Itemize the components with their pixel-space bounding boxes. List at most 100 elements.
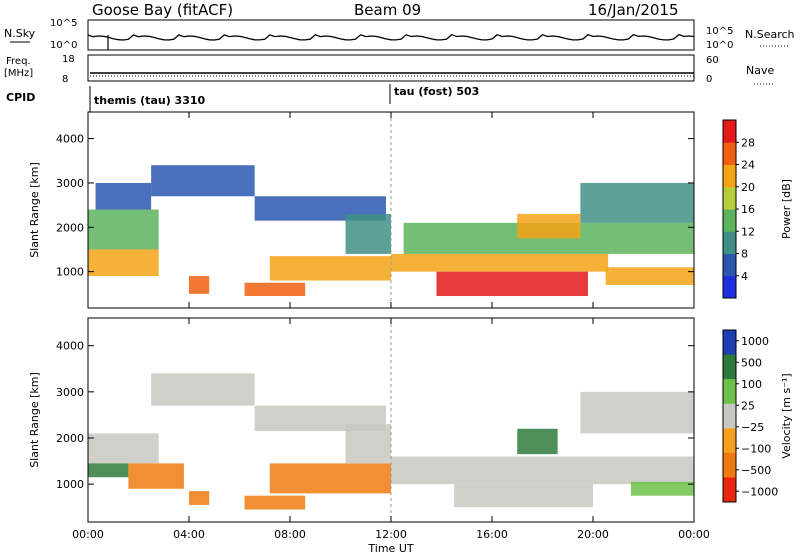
freq-label-line2: [MHz] xyxy=(4,68,33,79)
velocity-colorbar-seg-6 xyxy=(723,477,736,503)
nsky-trace xyxy=(87,33,695,41)
velocity-cbtick-label-3: 25 xyxy=(741,399,755,412)
power-cbtick-label-6: 28 xyxy=(741,136,755,149)
power-region-13 xyxy=(580,182,694,223)
velocity-region-7 xyxy=(269,463,391,494)
power-colorbar-seg-3 xyxy=(723,209,736,232)
power-region-5 xyxy=(244,282,306,297)
x-tick-label-3: 12:00 xyxy=(375,528,407,541)
velocity-colorbar-seg-2 xyxy=(723,379,736,405)
power-colorbar-seg-5 xyxy=(723,164,736,188)
cpid-label: CPID xyxy=(6,91,35,104)
velocity-region-12 xyxy=(580,391,694,434)
power-cbtick-label-1: 8 xyxy=(741,248,748,261)
freq-tick-bottom: 8 xyxy=(62,74,68,85)
velocity-region-10 xyxy=(454,484,593,508)
velocity-cbtick-label-4: −25 xyxy=(741,421,764,434)
power-region-0 xyxy=(88,249,159,277)
x-tick-label-1: 04:00 xyxy=(173,528,205,541)
power-region-9 xyxy=(391,253,609,272)
power-colorbar-seg-6 xyxy=(723,142,736,165)
velocity-ytick-label-2: 3000 xyxy=(56,386,84,399)
power-ytick-label-1: 2000 xyxy=(56,221,84,234)
velocity-ytick-label-1: 2000 xyxy=(56,432,84,445)
velocity-colorbar-seg-5 xyxy=(723,452,736,478)
freq-panel xyxy=(87,54,695,82)
beam-title: Beam 09 xyxy=(354,1,421,19)
power-region-10 xyxy=(436,271,588,297)
nsearch-tick-top: 10^5 xyxy=(706,26,733,37)
power-colorbar-seg-0 xyxy=(723,275,736,299)
nsearch-tick-bottom: 10^0 xyxy=(706,40,733,51)
power-colorbar-label: Power [dB] xyxy=(780,179,793,239)
x-tick-label-4: 16:00 xyxy=(476,528,508,541)
velocity-region-11 xyxy=(517,428,558,455)
freq-label-line1: Freq. xyxy=(6,56,31,67)
velocity-ytick-label-3: 4000 xyxy=(56,340,84,353)
nave-label: Nave xyxy=(746,64,774,77)
velocity-region-5 xyxy=(244,495,306,510)
velocity-region-9 xyxy=(391,456,694,485)
power-region-8 xyxy=(345,213,391,254)
power-cbtick-label-3: 16 xyxy=(741,203,755,216)
power-region-3 xyxy=(151,165,255,197)
x-tick-label-2: 08:00 xyxy=(274,528,306,541)
velocity-colorbar-label: Velocity [m s⁻¹] xyxy=(780,373,793,458)
velocity-region-13 xyxy=(630,481,694,496)
velocity-cbtick-label-6: −500 xyxy=(741,464,771,477)
power-ytick-label-2: 3000 xyxy=(56,177,84,190)
date-title: 16/Jan/2015 xyxy=(588,1,679,19)
power-region-7 xyxy=(269,256,391,281)
freq-tick-top: 18 xyxy=(62,54,75,65)
power-cbtick-label-4: 20 xyxy=(741,181,755,194)
power-colorbar-seg-1 xyxy=(723,253,736,277)
power-cbtick-label-2: 12 xyxy=(741,225,755,238)
nave-tick-bottom: 0 xyxy=(706,74,712,85)
velocity-colorbar xyxy=(722,329,737,503)
velocity-cbtick-label-2: 100 xyxy=(741,378,762,391)
velocity-colorbar-seg-4 xyxy=(723,428,736,454)
velocity-region-2 xyxy=(128,463,184,489)
time-axis: 00:00 04:00 08:00 12:00 16:00 20:00 00:00 xyxy=(72,528,710,541)
velocity-region-4 xyxy=(189,491,210,505)
velocity-colorbar-seg-0 xyxy=(723,330,736,356)
power-region-12 xyxy=(517,213,581,239)
velocity-cbtick-label-5: −100 xyxy=(741,442,771,455)
velocity-region-8 xyxy=(345,424,391,464)
velocity-colorbar-seg-1 xyxy=(723,354,736,380)
velocity-ytick-label-0: 1000 xyxy=(56,478,84,491)
velocity-colorbar-seg-3 xyxy=(723,403,736,429)
power-ytick-label-3: 4000 xyxy=(56,133,84,146)
power-region-2 xyxy=(95,182,152,210)
velocity-cbtick-label-1: 500 xyxy=(741,356,762,369)
nsky-tick-bottom: 10^0 xyxy=(50,40,77,51)
nsky-tick-top: 10^5 xyxy=(50,18,77,29)
power-region-1 xyxy=(88,209,159,250)
power-ytick-label-0: 1000 xyxy=(56,266,84,279)
x-tick-label-5: 20:00 xyxy=(577,528,609,541)
power-cbtick-label-5: 24 xyxy=(741,159,755,172)
x-axis-label: Time UT xyxy=(367,542,413,554)
cpid-mode-2: tau (fost) 503 xyxy=(394,85,479,98)
power-ylabel: Slant Range [km] xyxy=(28,162,41,258)
nave-tick-top: 60 xyxy=(706,55,719,66)
velocity-region-0 xyxy=(88,433,159,464)
power-cbtick-label-0: 4 xyxy=(741,270,748,283)
velocity-cbtick-label-7: −1000 xyxy=(741,485,778,498)
velocity-cbtick-label-0: 1000 xyxy=(741,335,769,348)
power-colorbar-seg-4 xyxy=(723,186,736,210)
velocity-region-1 xyxy=(88,463,129,478)
power-region-14 xyxy=(605,267,694,285)
power-colorbar-seg-2 xyxy=(723,231,736,254)
power-region-4 xyxy=(189,276,210,294)
velocity-panel: 1000 2000 3000 4000 Slant Range [km] 1000 500 1… xyxy=(28,317,793,523)
power-panel: 1000 2000 3000 4000 Slant Range [km] 4 8 12 16 20… xyxy=(28,111,793,309)
x-tick-label-0: 00:00 xyxy=(72,528,104,541)
x-tick-label-6: 00:00 xyxy=(678,528,710,541)
nsearch-label: N.Search xyxy=(745,28,795,41)
nsky-label: N.Sky xyxy=(4,27,36,40)
power-colorbar-seg-7 xyxy=(723,120,736,143)
velocity-ylabel: Slant Range [km] xyxy=(28,372,41,468)
